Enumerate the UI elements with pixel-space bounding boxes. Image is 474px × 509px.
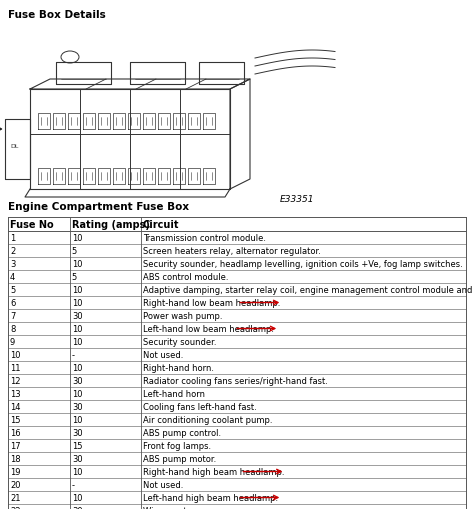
Text: Radiator cooling fans series/right-hand fast.: Radiator cooling fans series/right-hand … <box>143 376 328 385</box>
Text: 14: 14 <box>10 402 20 411</box>
Text: 20: 20 <box>10 480 20 489</box>
Text: Screen heaters relay, alternator regulator.: Screen heaters relay, alternator regulat… <box>143 246 321 256</box>
Text: 4: 4 <box>10 272 15 281</box>
Text: 19: 19 <box>10 467 20 476</box>
Text: Right-hand high beam headlamp.: Right-hand high beam headlamp. <box>143 467 284 476</box>
Text: Wiper motor.: Wiper motor. <box>143 506 197 509</box>
Text: 6: 6 <box>10 298 15 307</box>
Text: 15: 15 <box>10 415 20 424</box>
Text: Left-hand horn: Left-hand horn <box>143 389 205 398</box>
Text: Front fog lamps.: Front fog lamps. <box>143 441 211 450</box>
Text: 10: 10 <box>72 234 82 242</box>
Text: Not used.: Not used. <box>143 480 183 489</box>
Text: 18: 18 <box>10 454 21 463</box>
Text: 13: 13 <box>10 389 21 398</box>
Text: 3: 3 <box>10 260 15 268</box>
Text: 10: 10 <box>72 337 82 346</box>
Text: Rating (amps): Rating (amps) <box>72 219 150 230</box>
Text: 1: 1 <box>10 234 15 242</box>
Text: 30: 30 <box>72 428 82 437</box>
Text: 30: 30 <box>72 454 82 463</box>
Text: 10: 10 <box>72 493 82 502</box>
Text: E33351: E33351 <box>280 194 315 204</box>
Text: 10: 10 <box>72 324 82 333</box>
Text: ABS control module.: ABS control module. <box>143 272 228 281</box>
Text: 9: 9 <box>10 337 15 346</box>
Text: Not used.: Not used. <box>143 350 183 359</box>
Text: DL: DL <box>10 144 18 149</box>
Text: ABS pump control.: ABS pump control. <box>143 428 221 437</box>
Text: Right-hand horn.: Right-hand horn. <box>143 363 214 372</box>
Text: 30: 30 <box>72 506 82 509</box>
Text: 10: 10 <box>72 389 82 398</box>
Text: Left-hand low beam headlamp.: Left-hand low beam headlamp. <box>143 324 274 333</box>
Text: 2: 2 <box>10 246 15 256</box>
Text: Cooling fans left-hand fast.: Cooling fans left-hand fast. <box>143 402 256 411</box>
Text: 12: 12 <box>10 376 20 385</box>
Text: Fuse Box Details: Fuse Box Details <box>8 10 106 20</box>
Text: Security sounder, headlamp levelling, ignition coils +Ve, fog lamp switches.: Security sounder, headlamp levelling, ig… <box>143 260 463 268</box>
Text: Air conditioning coolant pump.: Air conditioning coolant pump. <box>143 415 273 424</box>
Text: 7: 7 <box>10 312 15 320</box>
Text: Right-hand low beam headlamp.: Right-hand low beam headlamp. <box>143 298 280 307</box>
Text: 10: 10 <box>72 467 82 476</box>
Text: 10: 10 <box>72 298 82 307</box>
FancyBboxPatch shape <box>8 217 466 232</box>
Text: 10: 10 <box>72 415 82 424</box>
Text: 10: 10 <box>10 350 20 359</box>
Text: 10: 10 <box>72 286 82 294</box>
Text: -: - <box>72 480 75 489</box>
Text: 5: 5 <box>72 246 77 256</box>
Text: Transmission control module.: Transmission control module. <box>143 234 266 242</box>
Text: 10: 10 <box>72 260 82 268</box>
Text: 5: 5 <box>72 272 77 281</box>
Text: 22: 22 <box>10 506 20 509</box>
Text: Engine Compartment Fuse Box: Engine Compartment Fuse Box <box>8 202 189 212</box>
Ellipse shape <box>61 52 79 64</box>
Text: Power wash pump.: Power wash pump. <box>143 312 222 320</box>
Text: Left-hand high beam headlamp.: Left-hand high beam headlamp. <box>143 493 278 502</box>
Text: 11: 11 <box>10 363 20 372</box>
Text: Adaptive damping, starter relay coil, engine management control module and relay: Adaptive damping, starter relay coil, en… <box>143 286 474 294</box>
Text: Security sounder.: Security sounder. <box>143 337 216 346</box>
Text: 15: 15 <box>72 441 82 450</box>
Text: 30: 30 <box>72 312 82 320</box>
Polygon shape <box>0 120 2 140</box>
Text: 16: 16 <box>10 428 21 437</box>
Text: 30: 30 <box>72 376 82 385</box>
Text: 8: 8 <box>10 324 15 333</box>
Text: 10: 10 <box>72 363 82 372</box>
Text: -: - <box>72 350 75 359</box>
Text: 17: 17 <box>10 441 21 450</box>
Text: 30: 30 <box>72 402 82 411</box>
Text: Circuit: Circuit <box>143 219 179 230</box>
Text: 5: 5 <box>10 286 15 294</box>
Text: ABS pump motor.: ABS pump motor. <box>143 454 216 463</box>
Text: 21: 21 <box>10 493 20 502</box>
Text: Fuse No: Fuse No <box>10 219 54 230</box>
